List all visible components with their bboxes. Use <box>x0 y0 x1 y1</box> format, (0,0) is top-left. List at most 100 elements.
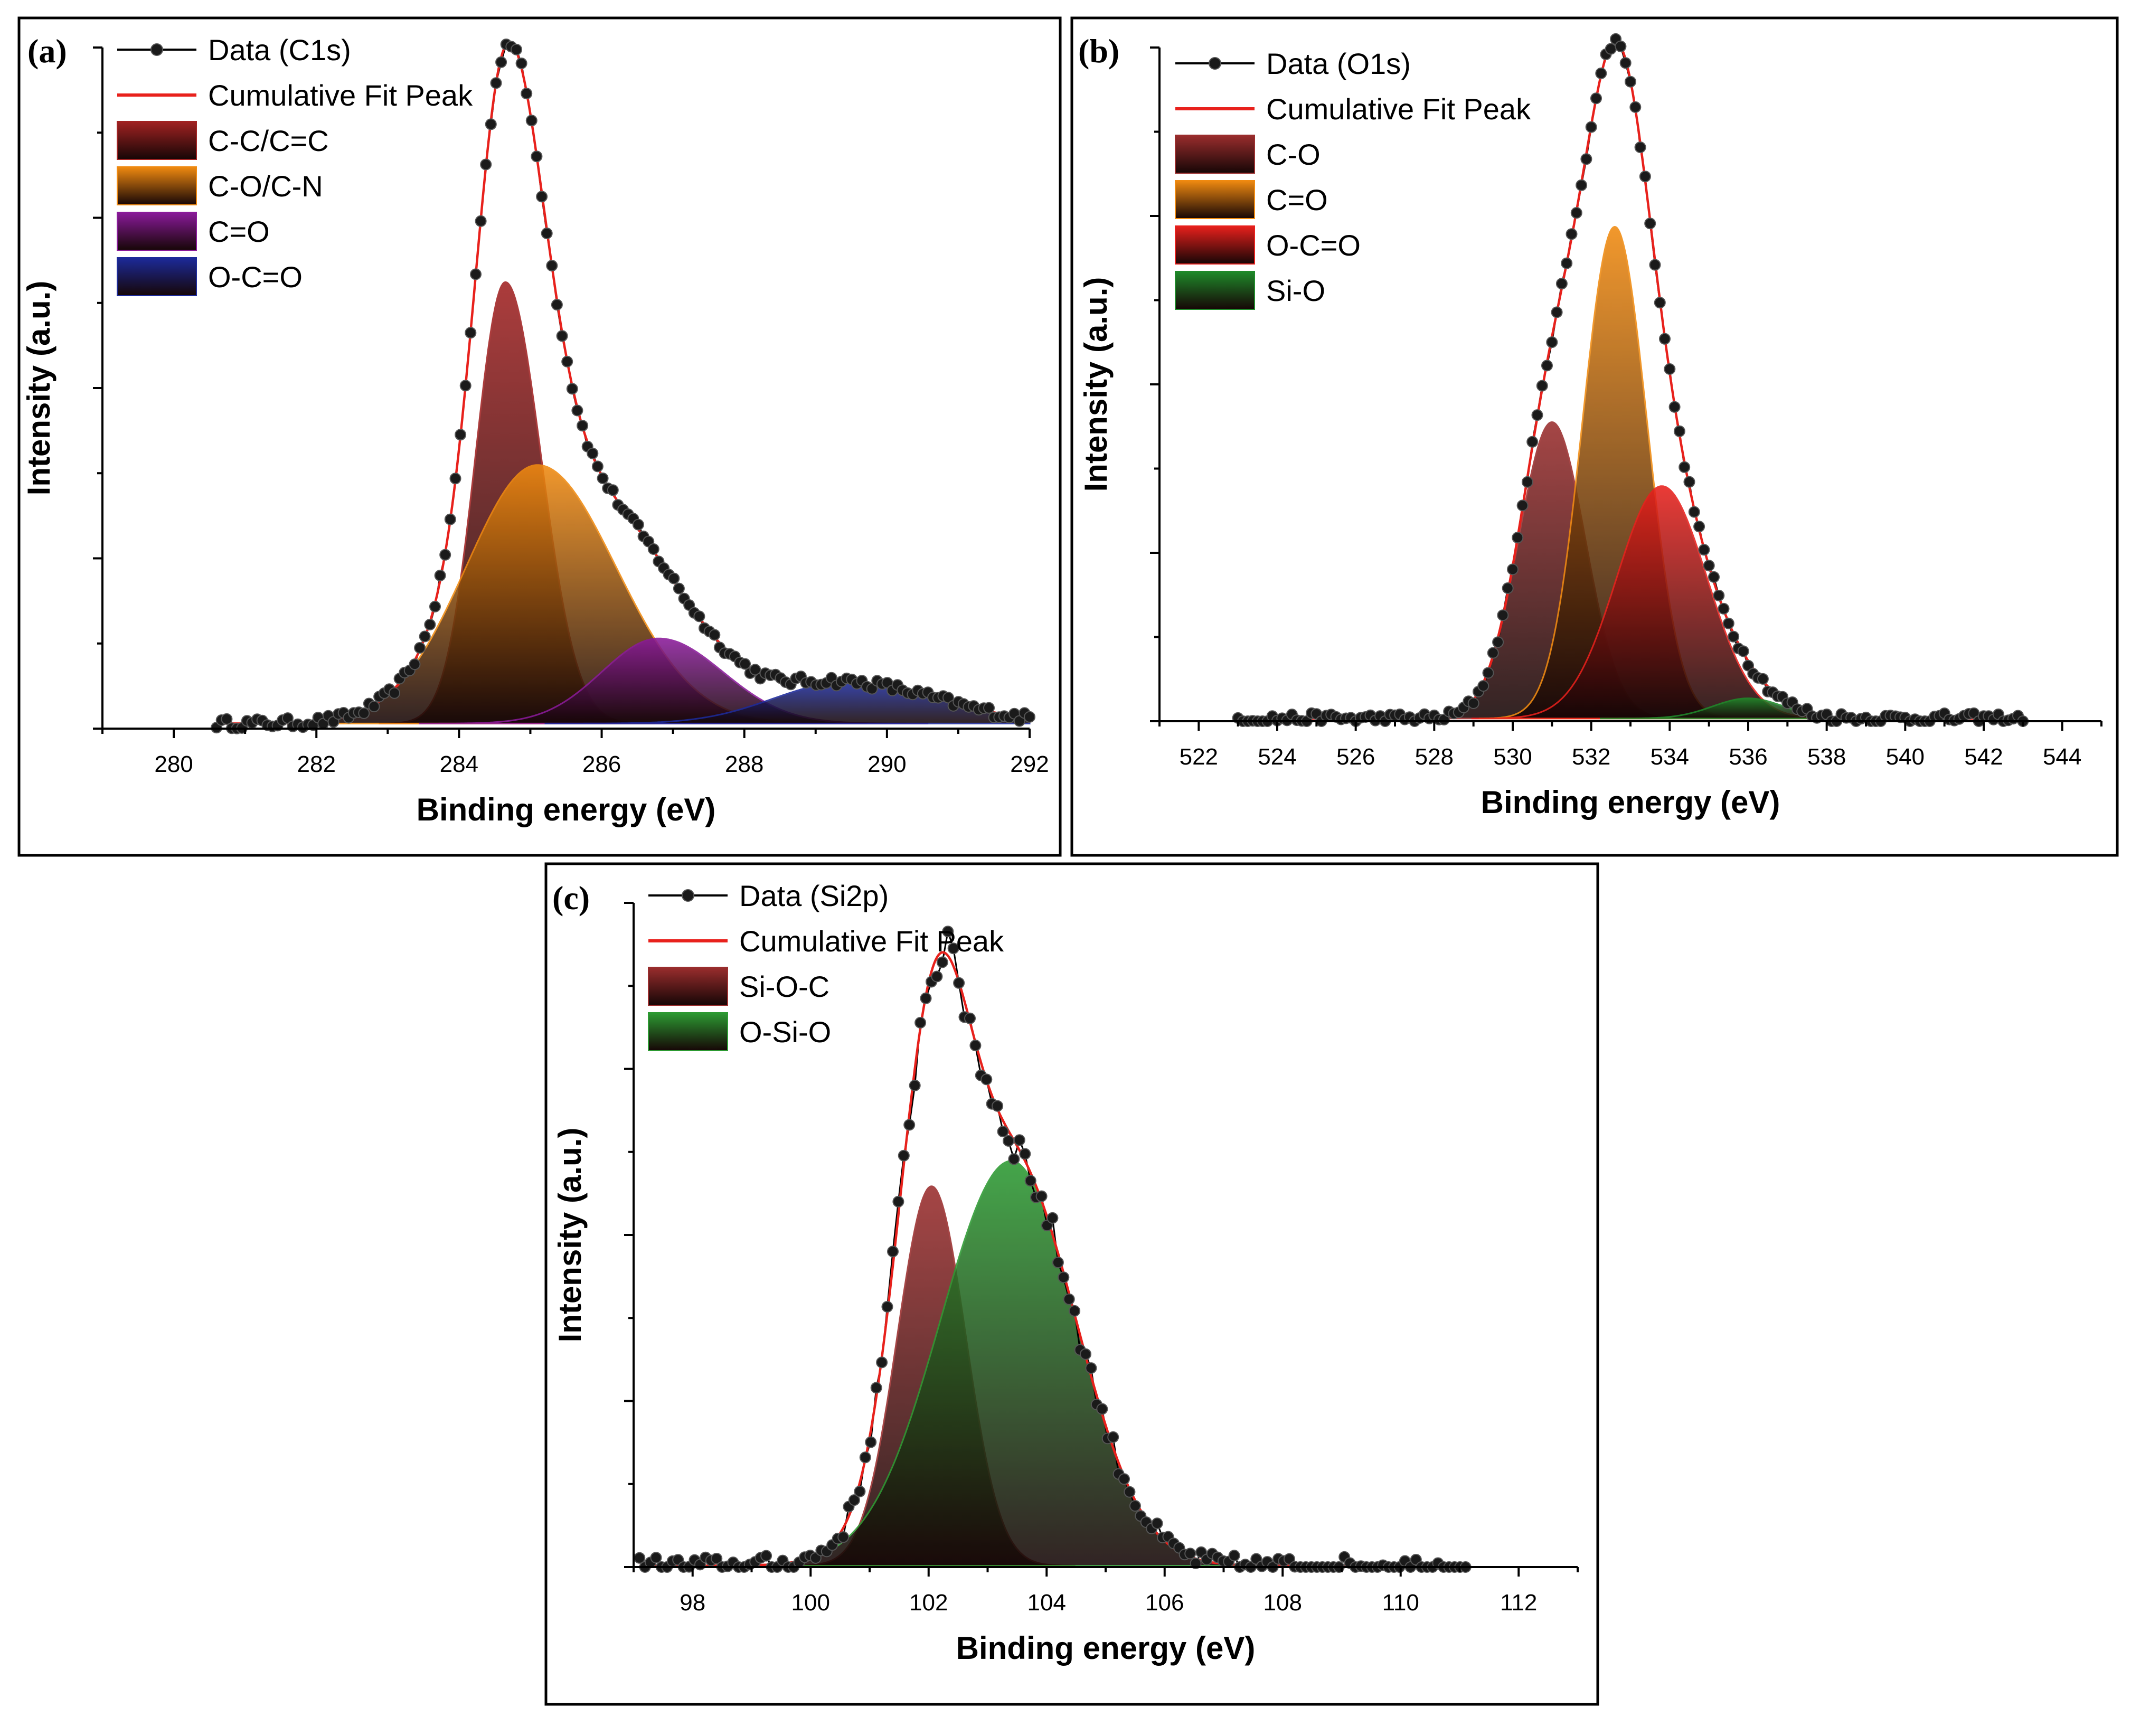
x-tick-label: 542 <box>1964 744 2003 770</box>
data-point <box>887 1246 899 1258</box>
data-point <box>551 299 563 311</box>
panel-label: (c) <box>552 879 590 917</box>
legend-swatch-c-o <box>1175 180 1255 219</box>
legend-label-c-o: C=O <box>208 215 270 248</box>
data-point <box>920 992 932 1004</box>
data-point <box>668 572 680 584</box>
x-tick-label: 284 <box>440 751 478 777</box>
data-point <box>1063 1293 1075 1305</box>
data-point <box>709 629 721 641</box>
x-tick-label: 110 <box>1382 1590 1419 1616</box>
data-point <box>1644 218 1656 230</box>
data-point <box>1688 506 1700 518</box>
data-point <box>1521 476 1533 488</box>
data-point <box>281 712 294 724</box>
x-tick-label: 528 <box>1415 744 1454 770</box>
data-point <box>1228 1550 1240 1562</box>
data-point <box>1024 1175 1036 1187</box>
data-point <box>1654 297 1666 309</box>
data-point <box>1561 257 1573 269</box>
data-point <box>1151 1517 1163 1530</box>
legend-data-label: Data (C1s) <box>208 33 351 67</box>
x-tick-label: 532 <box>1572 744 1610 770</box>
data-point <box>511 43 522 55</box>
data-point <box>536 191 548 203</box>
data-point <box>848 1494 860 1506</box>
data-point <box>997 1126 1009 1138</box>
data-point <box>711 1553 723 1564</box>
data-point <box>1124 1486 1136 1498</box>
data-point <box>1107 1431 1119 1443</box>
data-point <box>1708 571 1720 583</box>
data-point <box>1615 40 1627 52</box>
data-point <box>571 404 583 417</box>
panel-b-o1s: 522 524 526 528 530 532 534 536 538 540 542 544 Bind… <box>1070 16 2119 857</box>
legend-fit-label: Cumulative Fit Peak <box>739 924 1004 958</box>
legend-label-o-si-o: O-Si-O <box>739 1015 831 1049</box>
data-point <box>936 956 948 968</box>
data-point <box>1058 1271 1070 1284</box>
data-point <box>898 1149 910 1162</box>
legend-label-o-c-o: O-C=O <box>208 260 303 294</box>
data-point <box>866 683 878 695</box>
data-point <box>837 1531 850 1543</box>
x-tick-label: 282 <box>297 751 336 777</box>
y-axis-title: Intensity (a.u.) <box>21 281 56 496</box>
data-point <box>1507 563 1519 575</box>
legend-data-marker <box>1209 57 1221 70</box>
data-point <box>455 429 467 441</box>
data-point <box>1024 711 1035 723</box>
data-point <box>693 610 705 622</box>
data-point <box>1634 141 1646 153</box>
x-tick-label: 534 <box>1651 744 1689 770</box>
data-point <box>969 1040 982 1052</box>
data-point <box>1664 363 1676 375</box>
data-point <box>892 1195 904 1207</box>
data-point <box>1683 476 1695 488</box>
data-point <box>1693 521 1705 533</box>
data-point <box>1046 1212 1059 1224</box>
data-point <box>1625 76 1636 88</box>
data-point <box>591 460 604 473</box>
legend-data-label: Data (Si2p) <box>739 879 889 912</box>
x-tick-label: 540 <box>1886 744 1925 770</box>
legend-label-c-c-c-c: C-C/C=C <box>208 124 329 157</box>
data-point <box>992 1100 1004 1112</box>
data-point <box>947 942 959 955</box>
x-tick-label: 536 <box>1729 744 1767 770</box>
legend-swatch-si-o-c <box>648 967 728 1006</box>
data-point <box>953 977 965 989</box>
data-point <box>1649 259 1661 271</box>
data-point <box>429 600 441 612</box>
data-point <box>980 1073 993 1086</box>
data-point <box>983 702 995 714</box>
x-axis-title: Binding energy (eV) <box>956 1630 1256 1666</box>
data-point <box>1013 1134 1025 1146</box>
data-point <box>1619 57 1632 69</box>
x-tick-label: 292 <box>1010 751 1049 777</box>
data-point <box>1492 636 1504 648</box>
x-tick-label: 288 <box>725 751 763 777</box>
data-point <box>409 658 421 671</box>
data-point <box>931 970 943 983</box>
data-point <box>909 1079 921 1091</box>
data-point <box>1659 333 1671 345</box>
data-point <box>1536 380 1548 392</box>
legend-swatch-c-o <box>117 212 197 251</box>
x-axis-title: Binding energy (eV) <box>417 792 716 827</box>
legend-swatch-o-si-o <box>648 1012 728 1051</box>
legend-label-si-o: Si-O <box>1266 274 1325 307</box>
legend-swatch-c-c-c-c <box>117 121 197 160</box>
data-point <box>1526 436 1539 448</box>
data-point <box>876 1356 888 1369</box>
data-point <box>854 1485 866 1497</box>
x-tick-label: 290 <box>868 751 906 777</box>
data-point <box>1052 1257 1064 1269</box>
data-point <box>1679 461 1691 473</box>
data-point <box>673 582 685 595</box>
legend-swatch-c-o <box>1175 135 1255 174</box>
data-point <box>566 383 578 395</box>
data-point <box>749 664 761 676</box>
data-point <box>1477 680 1489 692</box>
